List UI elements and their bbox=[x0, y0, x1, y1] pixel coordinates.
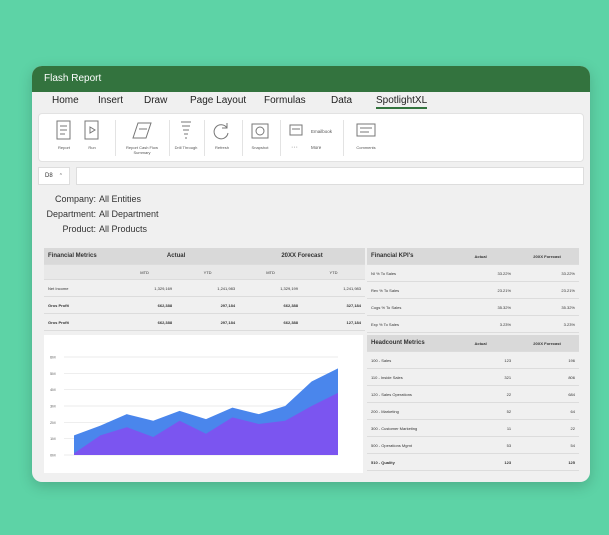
more-icon[interactable]: ··· bbox=[291, 144, 298, 151]
table-title: Financial KPI's bbox=[367, 248, 447, 265]
report-filters: Company: All Entities Department: All De… bbox=[32, 194, 332, 239]
app-window: Flash Report Home Insert Draw Page Layou… bbox=[32, 66, 590, 482]
drill-icon bbox=[181, 121, 191, 139]
series-area-2 bbox=[74, 392, 338, 455]
table-row[interactable]: 300 - Customer Marketing 11 22 bbox=[367, 419, 579, 437]
y-tick-label: 1M bbox=[50, 436, 56, 441]
y-tick-label: 3M bbox=[50, 404, 56, 409]
table-row[interactable]: 120 - Sales Operations 22 684 bbox=[367, 385, 579, 403]
column-header: 20XX Forecast bbox=[515, 248, 579, 265]
menu-insert[interactable]: Insert bbox=[98, 95, 124, 106]
emailbook-label[interactable]: Emailbook bbox=[311, 129, 333, 134]
filter-label: Company: bbox=[54, 194, 96, 204]
headcount-metrics-table: Headcount Metrics Actual 20XX Forecast 1… bbox=[367, 335, 579, 471]
comments-label: Comments bbox=[356, 145, 376, 150]
formula-bar[interactable] bbox=[76, 167, 584, 185]
column-header: MTD bbox=[113, 264, 177, 280]
table-title: Financial Metrics bbox=[44, 248, 114, 265]
column-header: 20XX Forecast bbox=[515, 335, 579, 352]
y-tick-label: 0M bbox=[50, 453, 56, 458]
table-row[interactable]: Gros Profit 662,388 297,184 662,388 327,… bbox=[44, 296, 365, 314]
y-tick-label: 5M bbox=[50, 371, 56, 376]
report-icon bbox=[56, 120, 71, 140]
snapshot-button[interactable]: Snapshot bbox=[245, 120, 275, 150]
run-button[interactable]: Run bbox=[77, 120, 107, 150]
table-row[interactable]: 200 - Marketing 52 64 bbox=[367, 402, 579, 420]
menu-data[interactable]: Data bbox=[331, 95, 353, 106]
y-tick-label: 6M bbox=[50, 355, 56, 360]
report-cashflow-label: Report Cash Flow Summary bbox=[125, 145, 158, 155]
table-row[interactable]: Cogs % To Sales 35.32% 35.32% bbox=[367, 298, 579, 316]
name-box[interactable]: D8 ⌃ bbox=[38, 167, 70, 185]
column-header: YTD bbox=[176, 264, 240, 280]
menu-formulas[interactable]: Formulas bbox=[264, 95, 306, 106]
refresh-icon bbox=[213, 123, 229, 140]
refresh-label: Refresh bbox=[214, 145, 229, 150]
y-tick-label: 4M bbox=[50, 387, 56, 392]
emailbook-icon[interactable] bbox=[289, 124, 303, 139]
cell-reference: D8 bbox=[45, 173, 53, 179]
table-row[interactable]: 510 - Quality 123 125 bbox=[367, 453, 579, 471]
table-row[interactable]: Rev % To Sales 23.21% 23.21% bbox=[367, 281, 579, 299]
drill-through-label: Drill Through bbox=[174, 145, 198, 150]
group-header: 20XX Forecast bbox=[239, 248, 365, 265]
snapshot-label: Snapshot bbox=[251, 145, 269, 150]
y-tick-label: 2M bbox=[50, 420, 56, 425]
filter-company: Company: All Entities bbox=[32, 194, 332, 209]
more-label[interactable]: More bbox=[311, 145, 322, 150]
table-title: Headcount Metrics bbox=[367, 335, 447, 352]
area-chart-panel: 0M 1M 2M 3M 4M 5M 6M bbox=[44, 335, 363, 473]
comments-icon bbox=[356, 123, 376, 137]
filter-value[interactable]: All Department bbox=[99, 209, 159, 219]
filter-department: Department: All Department bbox=[32, 209, 332, 224]
comments-button[interactable]: Comments bbox=[351, 120, 381, 150]
menu-draw[interactable]: Draw bbox=[144, 95, 168, 106]
financial-metrics-table: Financial Metrics Actual 20XX Forecast M… bbox=[44, 248, 365, 331]
report-button[interactable]: Report bbox=[49, 120, 79, 150]
table-row[interactable]: 100 - Sales 123 196 bbox=[367, 351, 579, 369]
menu-spotlightxl[interactable]: SpotlightXL bbox=[376, 95, 428, 109]
table-row[interactable]: Net Income 1,329,169 1,241,983 1,329,199… bbox=[44, 279, 365, 297]
cashflow-icon bbox=[132, 122, 152, 139]
report-cashflow-button[interactable]: Report Cash Flow Summary bbox=[119, 120, 165, 155]
filter-value[interactable]: All Products bbox=[99, 224, 148, 234]
chevron-updown-icon: ⌃ bbox=[58, 173, 63, 179]
window-title: Flash Report bbox=[32, 66, 590, 92]
area-chart: 0M 1M 2M 3M 4M 5M 6M bbox=[50, 355, 338, 458]
drill-through-button[interactable]: Drill Through bbox=[172, 120, 200, 150]
group-header: Actual bbox=[113, 248, 240, 265]
filter-value[interactable]: All Entities bbox=[99, 194, 142, 204]
table-row[interactable]: NI % To Sales 33.22% 33.22% bbox=[367, 264, 579, 282]
refresh-button[interactable]: Refresh bbox=[207, 120, 237, 150]
snapshot-icon bbox=[251, 123, 269, 139]
financial-kpis-table: Financial KPI's Actual 20XX Forecast NI … bbox=[367, 248, 579, 333]
menu-page-layout[interactable]: Page Layout bbox=[190, 95, 247, 106]
column-header: Actual bbox=[446, 335, 516, 352]
menu-home[interactable]: Home bbox=[52, 95, 79, 106]
column-header: Actual bbox=[446, 248, 516, 265]
menu-bar: Home Insert Draw Page Layout Formulas Da… bbox=[32, 92, 590, 112]
filter-label: Product: bbox=[62, 224, 96, 234]
filter-product: Product: All Products bbox=[32, 224, 332, 239]
column-header: MTD bbox=[239, 264, 302, 280]
report-label: Report bbox=[57, 145, 70, 150]
column-header: YTD bbox=[302, 264, 365, 280]
run-label: Run bbox=[88, 145, 96, 150]
filter-label: Department: bbox=[46, 209, 96, 219]
table-row[interactable]: Gros Profit 662,388 297,184 662,388 127,… bbox=[44, 313, 365, 331]
run-icon bbox=[84, 120, 99, 140]
table-row[interactable]: 500 - Operations Mgmt 53 54 bbox=[367, 436, 579, 454]
table-row[interactable]: Exp % To Sales 3.23% 3.23% bbox=[367, 315, 579, 333]
table-row[interactable]: 110 - Inside Sales 321 806 bbox=[367, 368, 579, 386]
ribbon: Report Run Report Cash Flow Summary Dril… bbox=[38, 113, 584, 162]
